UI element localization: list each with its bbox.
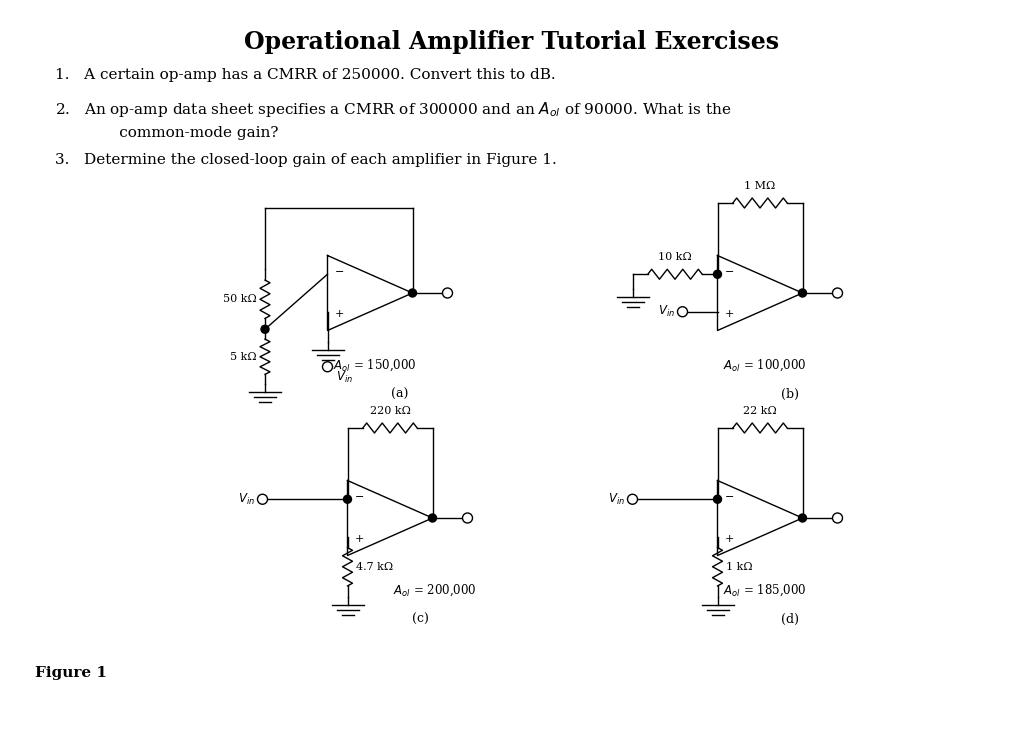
Circle shape: [714, 270, 722, 278]
Text: $V_{in}$: $V_{in}$: [238, 491, 255, 507]
Text: −: −: [725, 492, 734, 502]
Circle shape: [799, 289, 807, 297]
Circle shape: [628, 494, 638, 504]
Circle shape: [833, 288, 843, 298]
Text: 10 kΩ: 10 kΩ: [658, 252, 692, 263]
Text: +: +: [725, 309, 734, 319]
Text: Operational Amplifier Tutorial Exercises: Operational Amplifier Tutorial Exercises: [245, 30, 779, 54]
Text: $A_{ol}$ = 185,000: $A_{ol}$ = 185,000: [723, 583, 807, 598]
Text: (a): (a): [391, 388, 409, 401]
Text: 50 kΩ: 50 kΩ: [223, 294, 257, 304]
Circle shape: [428, 514, 436, 522]
Text: (d): (d): [781, 613, 799, 626]
Text: 220 kΩ: 220 kΩ: [370, 406, 411, 416]
Text: $V_{in}$: $V_{in}$: [607, 491, 625, 507]
Circle shape: [799, 514, 807, 522]
Text: 1 kΩ: 1 kΩ: [725, 562, 752, 571]
Circle shape: [257, 494, 267, 504]
Text: $V_{in}$: $V_{in}$: [657, 304, 675, 319]
Circle shape: [409, 289, 417, 297]
Text: +: +: [354, 534, 364, 544]
Circle shape: [343, 495, 351, 503]
Circle shape: [442, 288, 453, 298]
Circle shape: [463, 513, 472, 523]
Text: $A_{ol}$ = 100,000: $A_{ol}$ = 100,000: [723, 358, 807, 373]
Text: −: −: [354, 492, 364, 502]
Text: $A_{ol}$ = 200,000: $A_{ol}$ = 200,000: [393, 583, 477, 598]
Text: Figure 1: Figure 1: [35, 666, 106, 680]
Circle shape: [678, 307, 687, 316]
Circle shape: [714, 495, 722, 503]
Text: +: +: [335, 309, 344, 319]
Text: 22 kΩ: 22 kΩ: [743, 406, 777, 416]
Text: (c): (c): [412, 613, 428, 626]
Text: common-mode gain?: common-mode gain?: [90, 126, 279, 140]
Text: 5 kΩ: 5 kΩ: [230, 352, 257, 362]
Text: $A_{ol}$ = 150,000: $A_{ol}$ = 150,000: [333, 358, 417, 373]
Text: $V_{in}$: $V_{in}$: [336, 370, 352, 385]
Text: −: −: [335, 267, 344, 278]
Text: 1 MΩ: 1 MΩ: [744, 181, 775, 191]
Text: 2.   An op-amp data sheet specifies a CMRR of 300000 and an $A_{ol}$ of 90000. W: 2. An op-amp data sheet specifies a CMRR…: [55, 100, 731, 119]
Circle shape: [323, 362, 333, 372]
Text: 4.7 kΩ: 4.7 kΩ: [355, 562, 392, 571]
Text: (b): (b): [781, 388, 799, 401]
Text: +: +: [725, 534, 734, 544]
Circle shape: [261, 325, 269, 334]
Text: −: −: [725, 267, 734, 278]
Circle shape: [833, 513, 843, 523]
Text: 3.   Determine the closed-loop gain of each amplifier in Figure 1.: 3. Determine the closed-loop gain of eac…: [55, 153, 557, 167]
Text: 1.   A certain op-amp has a CMRR of 250000. Convert this to dB.: 1. A certain op-amp has a CMRR of 250000…: [55, 68, 556, 82]
